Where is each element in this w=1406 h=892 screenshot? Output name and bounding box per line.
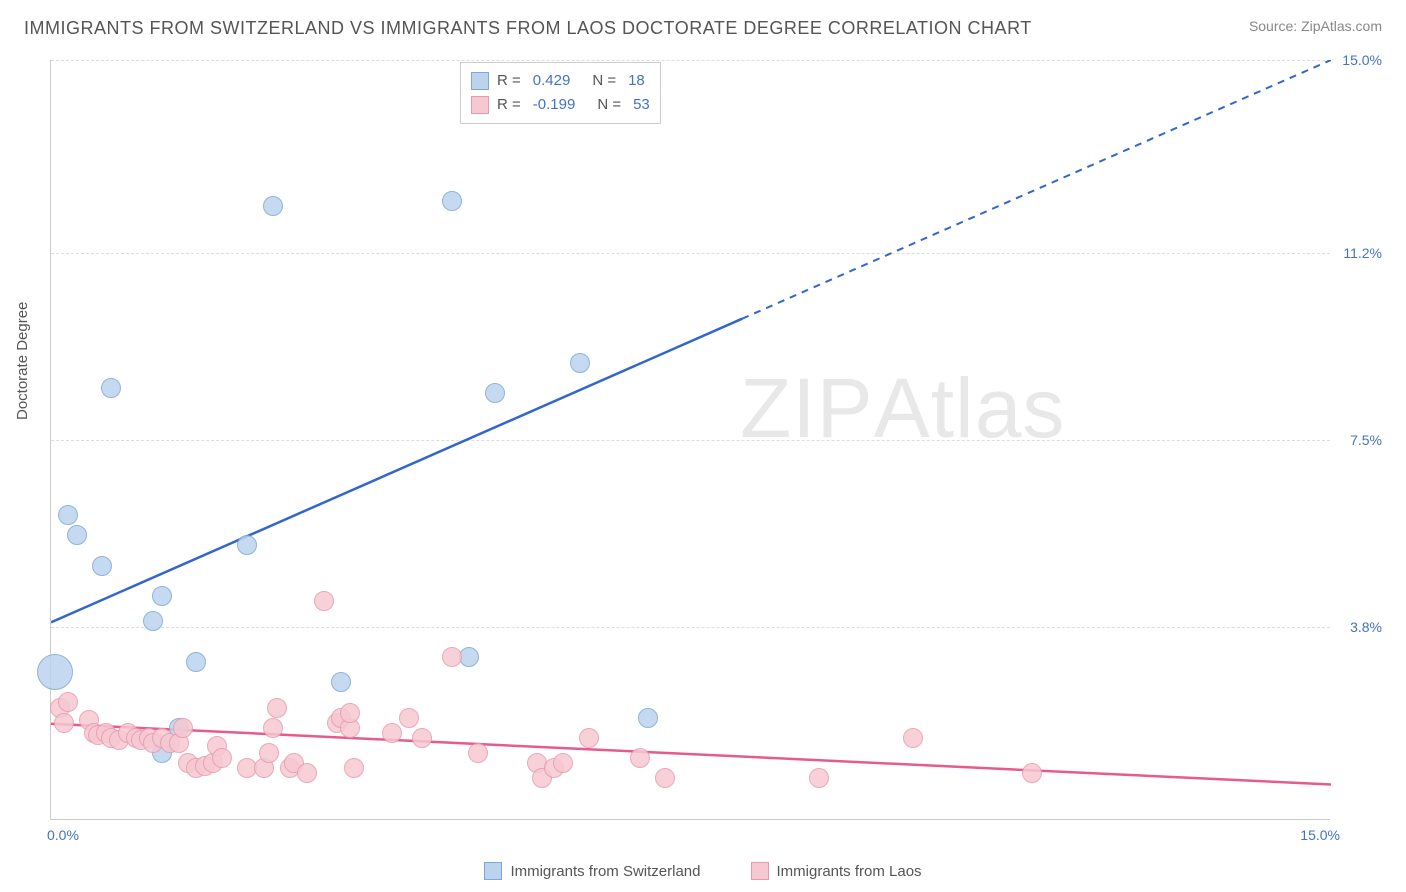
data-point xyxy=(58,505,78,525)
data-point xyxy=(37,654,73,690)
legend-swatch xyxy=(484,862,502,880)
trend-line-dashed xyxy=(742,60,1331,319)
legend-n-label: N = xyxy=(597,93,621,117)
stats-legend-row: R = 0.429 N = 18 xyxy=(471,69,650,93)
legend-n-value: 53 xyxy=(633,93,650,117)
data-point xyxy=(553,753,573,773)
y-tick-label: 11.2% xyxy=(1343,245,1382,261)
chart-title: IMMIGRANTS FROM SWITZERLAND VS IMMIGRANT… xyxy=(24,18,1032,39)
data-point xyxy=(314,591,334,611)
data-point xyxy=(344,758,364,778)
data-point xyxy=(101,378,121,398)
data-point xyxy=(468,743,488,763)
series-legend: Immigrants from Switzerland Immigrants fr… xyxy=(0,862,1406,880)
legend-swatch xyxy=(471,72,489,90)
data-point xyxy=(92,556,112,576)
data-point xyxy=(340,703,360,723)
gridline xyxy=(51,627,1330,628)
source-label: Source: ZipAtlas.com xyxy=(1249,18,1382,34)
data-point xyxy=(212,748,232,768)
data-point xyxy=(1022,763,1042,783)
legend-label: Immigrants from Switzerland xyxy=(510,863,700,880)
data-point xyxy=(412,728,432,748)
data-point xyxy=(237,535,257,555)
data-point xyxy=(570,353,590,373)
legend-label: Immigrants from Laos xyxy=(777,863,922,880)
y-tick-label: 3.8% xyxy=(1350,619,1382,635)
gridline xyxy=(51,253,1330,254)
stats-legend: R = 0.429 N = 18 R = -0.199 N = 53 xyxy=(460,62,661,124)
y-tick-label: 7.5% xyxy=(1350,432,1382,448)
gridline xyxy=(51,60,1330,61)
data-point xyxy=(399,708,419,728)
data-point xyxy=(58,692,78,712)
data-point xyxy=(382,723,402,743)
data-point xyxy=(263,718,283,738)
legend-swatch xyxy=(471,96,489,114)
legend-r-label: R = xyxy=(497,93,521,117)
legend-n-value: 18 xyxy=(628,69,645,93)
y-tick-label: 15.0% xyxy=(1342,52,1382,68)
stats-legend-row: R = -0.199 N = 53 xyxy=(471,93,650,117)
data-point xyxy=(297,763,317,783)
data-point xyxy=(263,196,283,216)
data-point xyxy=(54,713,74,733)
x-min-label: 0.0% xyxy=(47,827,79,843)
legend-r-value: 0.429 xyxy=(533,69,571,93)
legend-swatch xyxy=(751,862,769,880)
data-point xyxy=(186,652,206,672)
legend-item: Immigrants from Switzerland xyxy=(484,862,700,880)
x-max-label: 15.0% xyxy=(1300,827,1340,843)
data-point xyxy=(152,586,172,606)
gridline xyxy=(51,440,1330,441)
plot-area: 3.8%7.5%11.2%15.0%0.0%15.0% xyxy=(50,60,1330,820)
data-point xyxy=(485,383,505,403)
data-point xyxy=(331,672,351,692)
data-point xyxy=(655,768,675,788)
legend-r-label: R = xyxy=(497,69,521,93)
data-point xyxy=(459,647,479,667)
trend-line-solid xyxy=(51,319,742,623)
data-point xyxy=(579,728,599,748)
data-point xyxy=(67,525,87,545)
data-point xyxy=(903,728,923,748)
data-point xyxy=(267,698,287,718)
data-point xyxy=(442,647,462,667)
legend-n-label: N = xyxy=(592,69,616,93)
y-axis-label: Doctorate Degree xyxy=(14,302,31,420)
data-point xyxy=(809,768,829,788)
data-point xyxy=(143,611,163,631)
data-point xyxy=(638,708,658,728)
data-point xyxy=(442,191,462,211)
data-point xyxy=(173,718,193,738)
legend-r-value: -0.199 xyxy=(533,93,576,117)
data-point xyxy=(259,743,279,763)
data-point xyxy=(630,748,650,768)
legend-item: Immigrants from Laos xyxy=(751,862,922,880)
